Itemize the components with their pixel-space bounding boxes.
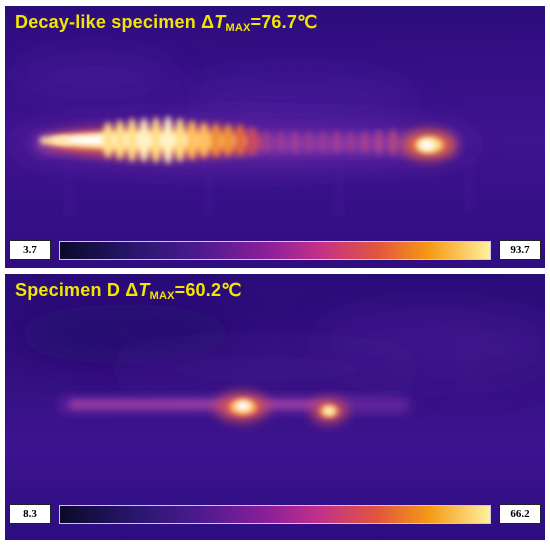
title-symbol: T xyxy=(214,12,226,32)
title-subscript: MAX xyxy=(149,290,175,302)
panel-title: Specimen D ΔTMAX=60.2℃ xyxy=(15,280,242,302)
temperature-scale: 3.7 93.7 xyxy=(9,240,541,262)
panel-title: Decay-like specimen ΔTMAX=76.7℃ xyxy=(15,12,317,34)
scale-max-label: 93.7 xyxy=(499,240,541,260)
title-prefix: Decay-like specimen Δ xyxy=(15,12,215,32)
color-scale-bar xyxy=(59,241,491,260)
title-symbol: T xyxy=(138,280,150,300)
thermal-panel-specimen-d: Specimen D ΔTMAX=60.2℃ 8.3 66.2 xyxy=(5,274,545,540)
title-prefix: Specimen D Δ xyxy=(15,280,139,300)
title-value: =76.7℃ xyxy=(250,12,318,32)
scale-min-label: 8.3 xyxy=(9,504,51,524)
thermal-image-decay-like xyxy=(5,6,545,268)
thermal-image-specimen-d xyxy=(5,274,545,540)
thermal-panel-decay-like: Decay-like specimen ΔTMAX=76.7℃ 3.7 93.7 xyxy=(5,6,545,268)
scale-min-label: 3.7 xyxy=(9,240,51,260)
title-value: =60.2℃ xyxy=(174,280,242,300)
temperature-scale: 8.3 66.2 xyxy=(9,504,541,526)
title-subscript: MAX xyxy=(225,22,251,34)
scale-max-label: 66.2 xyxy=(499,504,541,524)
color-scale-bar xyxy=(59,505,491,524)
